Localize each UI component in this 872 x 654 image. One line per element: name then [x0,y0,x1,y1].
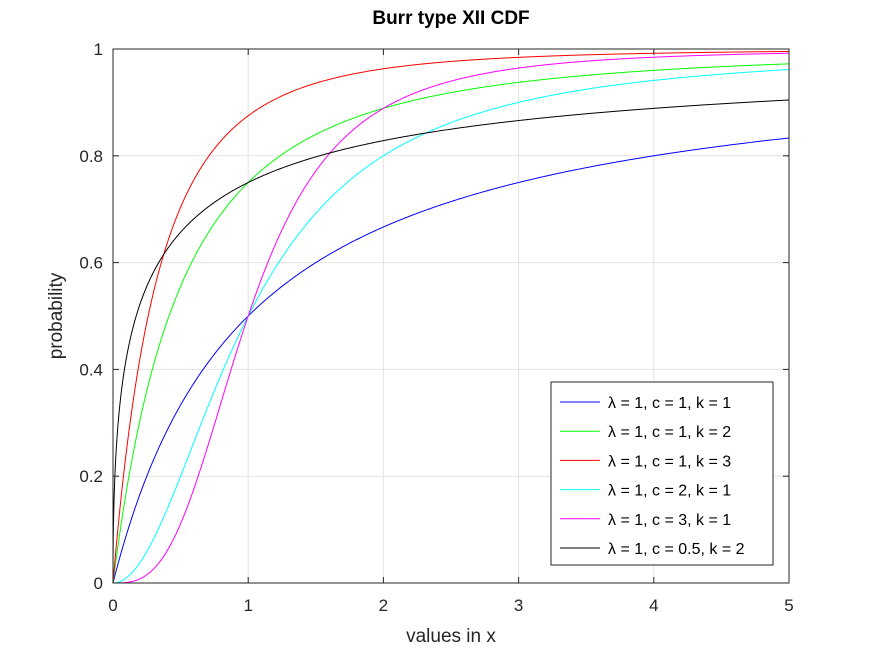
series-line-4 [113,69,790,584]
legend: λ = 1, c = 1, k = 1 λ = 1, c = 1, k = 2 λ … [550,381,774,566]
y-axis-label: probability [46,272,67,359]
x-tick-label: 0 [108,596,117,615]
legend-label-6: λ = 1, c = 0.5, k = 2 [608,541,745,558]
series-line-1 [112,137,790,584]
plot-frame [112,48,790,584]
chart-title: Burr type XII CDF [372,8,529,29]
series-line-2 [112,63,790,584]
legend-label-4: λ = 1, c = 2, k = 1 [608,483,731,500]
y-tick-label: 0 [94,574,103,593]
y-tick-label: 0.4 [79,360,103,379]
x-tick-label: 4 [649,596,658,615]
series-line-3 [112,50,790,584]
legend-label-1: λ = 1, c = 1, k = 1 [608,395,731,412]
legend-box [550,381,774,566]
legend-label-3: λ = 1, c = 1, k = 3 [608,453,731,470]
x-tick-label: 5 [784,596,793,615]
x-tick-label: 1 [243,596,252,615]
series-lines [112,50,790,584]
y-tick-label: 0.8 [79,147,103,166]
axis-ticks [112,48,790,584]
x-tick-label: 2 [379,596,388,615]
series-line-5 [113,52,790,584]
tick-labels: 0 1 2 3 4 5 0 0.2 0.4 0.6 0.8 1 [79,40,793,615]
series-line-6 [112,99,790,584]
y-tick-label: 1 [94,40,103,59]
x-axis-label: values in x [406,626,496,647]
y-tick-label: 0.2 [79,467,103,486]
x-tick-label: 3 [514,596,523,615]
legend-label-5: λ = 1, c = 3, k = 1 [608,512,731,529]
legend-label-2: λ = 1, c = 1, k = 2 [608,424,731,441]
y-tick-label: 0.6 [79,254,103,273]
